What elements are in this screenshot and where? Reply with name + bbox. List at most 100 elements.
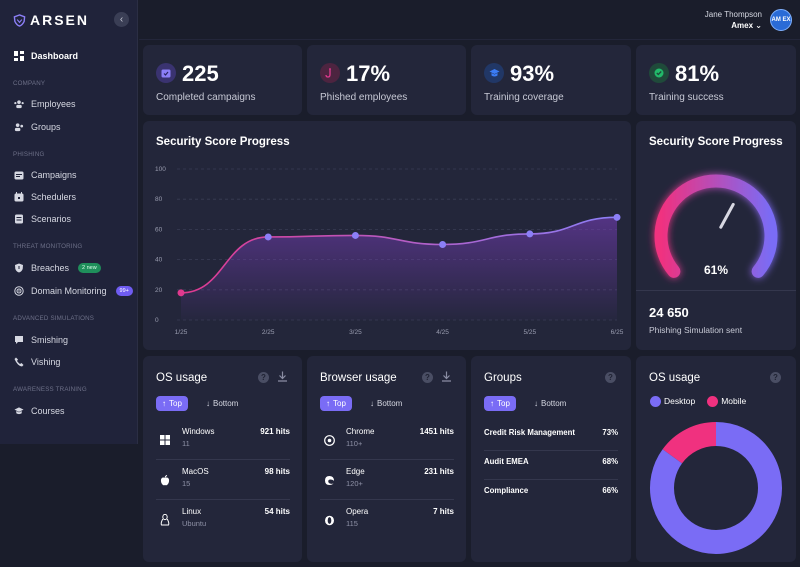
legend-desktop[interactable]: Desktop [650,396,695,408]
data-point[interactable] [439,241,447,248]
row-version: Ubuntu [182,519,207,528]
stat-value: 17% [346,61,391,86]
group-name: Audit EMEA [484,457,529,466]
sidebar-footer-area [0,444,138,567]
collapse-sidebar-button[interactable]: ‹ [114,12,129,27]
sidebar-item-label: Employees [31,99,76,109]
download-icon[interactable] [277,371,289,383]
opera-icon [322,513,336,527]
list-item: Windows 11 921 hits [156,424,290,460]
sidebar: ARSEN ‹ Dashboard COMPANY Employees Grou… [0,0,138,444]
logo[interactable]: ARSEN [13,12,89,28]
download-icon[interactable] [441,371,453,383]
data-point[interactable] [177,289,185,297]
calendar-check-icon [156,63,176,83]
x-axis-ticks: 1/25 2/25 3/25 4/25 5/25 6/25 [175,329,624,336]
legend-label: Mobile [721,396,747,406]
edge-icon [322,473,336,487]
sort-top-button[interactable]: ↑ Top [320,396,352,411]
chart-title: Security Score Progress [156,136,290,148]
os-donut-card: OS usage ? Desktop Mobile [636,356,796,562]
row-version: 120+ [346,479,363,488]
sidebar-item-breaches[interactable]: Breaches 2 new [14,261,101,275]
y-tick-label: 0 [155,317,159,324]
section-threat-monitoring: THREAT MONITORING [13,243,83,250]
row-version: 110+ [346,439,363,448]
data-point[interactable] [526,230,534,238]
chevron-down-icon: ⌄ [755,21,762,30]
sidebar-item-employees[interactable]: Employees [14,97,76,111]
sidebar-item-domain-monitoring[interactable]: Domain Monitoring 99+ [14,284,133,298]
row-name: Linux [182,507,202,516]
row-hits: 921 hits [260,427,290,436]
data-point[interactable] [613,213,621,221]
campaign-icon [14,170,24,180]
group-name: Compliance [484,486,529,495]
legend-mobile[interactable]: Mobile [707,396,747,408]
x-tick-label: 4/25 [436,329,449,336]
document-icon [14,214,24,224]
arrow-up-icon: ↑ [326,399,330,408]
sidebar-item-scenarios[interactable]: Scenarios [14,212,71,226]
help-icon[interactable]: ? [605,372,616,383]
row-hits: 54 hits [264,507,290,516]
donut-slice-desktop[interactable] [650,422,782,554]
sort-bottom-button[interactable]: ↓ Bottom [200,396,244,411]
stat-value: 225 [182,61,219,86]
help-icon[interactable]: ? [422,372,433,383]
help-icon[interactable]: ? [258,372,269,383]
sort-top-button[interactable]: ↑ Top [484,396,516,411]
arrow-up-icon: ↑ [162,399,166,408]
sidebar-item-campaigns[interactable]: Campaigns [14,168,77,182]
groups-title: Groups [484,372,522,384]
section-company: COMPANY [13,80,46,87]
sort-top-label: Top [333,399,346,408]
avatar[interactable]: AM EX [770,9,792,31]
arrow-down-icon: ↓ [206,399,210,408]
y-tick-label: 80 [155,196,163,203]
help-icon[interactable]: ? [770,372,781,383]
windows-icon [158,433,172,447]
arrow-up-icon: ↑ [490,399,494,408]
sidebar-item-groups[interactable]: Groups [14,120,61,134]
list-item: Opera 115 7 hits [320,504,454,540]
sidebar-item-vishing[interactable]: Vishing [14,355,60,369]
security-score-line-chart: 0 20 40 60 80 100 1/25 2/25 3/25 4/25 5/25 6/25 [155,166,624,336]
breaches-badge: 2 new [78,263,101,273]
sort-top-button[interactable]: ↑ Top [156,396,188,411]
gauge-arc [654,174,778,278]
sidebar-item-courses[interactable]: Courses [14,404,65,418]
row-version: 11 [182,439,190,448]
gauge-title: Security Score Progress [649,136,783,148]
list-item: Audit EMEA 68% [484,451,618,480]
section-awareness-training: AWARENESS TRAINING [13,386,87,393]
os-donut-chart [650,422,782,554]
list-item: Linux Ubuntu 54 hits [156,504,290,540]
section-phishing: PHISHING [13,151,45,158]
donut-slice-mobile[interactable] [662,422,717,464]
row-hits: 231 hits [424,467,454,476]
data-point[interactable] [351,231,359,239]
sort-bottom-button[interactable]: ↓ Bottom [528,396,572,411]
group-value: 66% [602,486,618,495]
sidebar-item-smishing[interactable]: Smishing [14,333,68,347]
row-hits: 7 hits [433,507,454,516]
sidebar-item-dashboard[interactable]: Dashboard [14,49,78,63]
sidebar-item-schedulers[interactable]: Schedulers [14,190,76,204]
row-name: Chrome [346,427,375,436]
sort-bottom-label: Bottom [377,399,403,408]
top-header: Jane Thompson Amex ⌄ AM EX [139,0,800,40]
sidebar-item-label: Dashboard [31,51,79,61]
logo-text: ARSEN [30,12,90,28]
row-hits: 98 hits [264,467,290,476]
data-point[interactable] [264,233,272,241]
row-name: Windows [182,427,215,436]
stat-value: 81% [675,61,720,86]
arrow-down-icon: ↓ [370,399,374,408]
users-icon [14,99,24,109]
sort-bottom-button[interactable]: ↓ Bottom [364,396,408,411]
sort-bottom-label: Bottom [213,399,239,408]
y-tick-label: 100 [155,166,166,173]
org-switcher[interactable]: Amex ⌄ [731,21,762,30]
sidebar-item-label: Domain Monitoring [31,286,107,296]
